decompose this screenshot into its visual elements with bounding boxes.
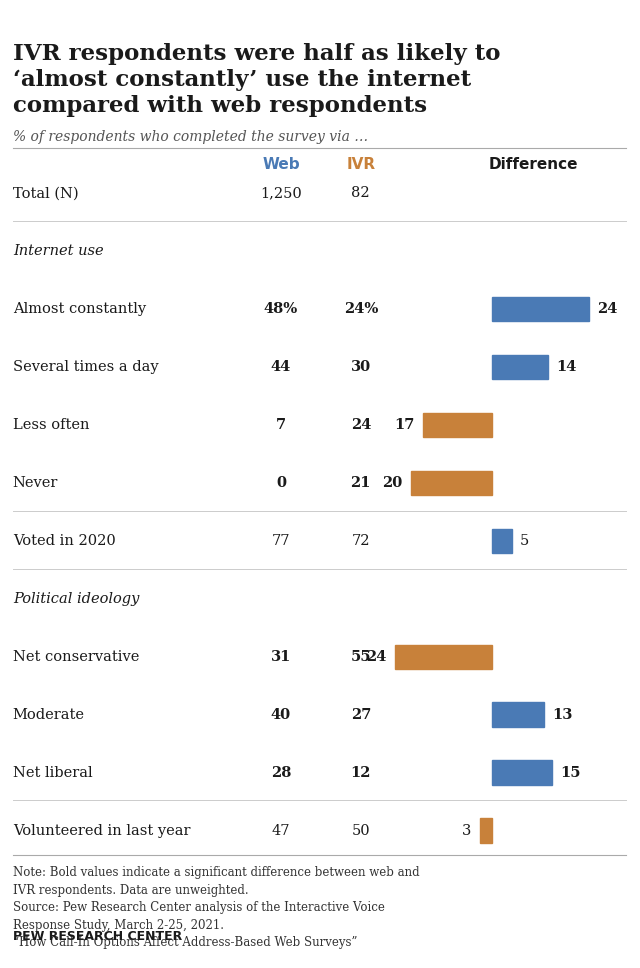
Text: 31: 31 (271, 650, 291, 664)
Text: 20: 20 (382, 476, 403, 490)
Text: 17: 17 (394, 418, 415, 432)
Bar (492, 355, 548, 379)
Text: 44: 44 (271, 360, 291, 374)
Text: 5: 5 (520, 534, 529, 548)
Text: 82: 82 (351, 187, 370, 200)
Text: 40: 40 (271, 708, 291, 722)
Text: 55: 55 (351, 650, 371, 664)
Bar (492, 703, 544, 727)
Text: 13: 13 (552, 708, 573, 722)
Bar (492, 529, 512, 553)
Text: Political ideology: Political ideology (13, 591, 139, 606)
Text: Voted in 2020: Voted in 2020 (13, 534, 116, 548)
Text: Volunteered in last year: Volunteered in last year (13, 824, 190, 837)
Text: 77: 77 (272, 534, 290, 548)
Bar (492, 297, 589, 321)
Text: Total (N): Total (N) (13, 187, 78, 200)
Text: 3: 3 (462, 824, 471, 837)
Text: Note: Bold values indicate a significant difference between web and
IVR responde: Note: Bold values indicate a significant… (13, 866, 419, 950)
Text: 0: 0 (276, 476, 286, 490)
Text: 24: 24 (366, 650, 387, 664)
Text: Several times a day: Several times a day (13, 360, 158, 374)
Text: Web: Web (262, 157, 300, 172)
Text: 24%: 24% (344, 302, 378, 317)
Text: Net conservative: Net conservative (13, 650, 139, 664)
Text: Never: Never (13, 476, 58, 490)
Bar (395, 645, 492, 669)
Text: 47: 47 (272, 824, 290, 837)
Text: Internet use: Internet use (13, 244, 104, 258)
Text: Almost constantly: Almost constantly (13, 302, 146, 317)
Text: 21: 21 (351, 476, 371, 490)
Bar (492, 761, 552, 785)
Text: IVR respondents were half as likely to
‘almost constantly’ use the internet
comp: IVR respondents were half as likely to ‘… (13, 43, 500, 117)
Bar (411, 470, 492, 495)
Text: 30: 30 (351, 360, 371, 374)
Text: 12: 12 (351, 766, 371, 779)
Text: 48%: 48% (264, 302, 298, 317)
Text: PEW RESEARCH CENTER: PEW RESEARCH CENTER (13, 930, 182, 943)
Bar (479, 818, 492, 843)
Text: % of respondents who completed the survey via …: % of respondents who completed the surve… (13, 131, 368, 144)
Text: 28: 28 (271, 766, 291, 779)
Text: 50: 50 (351, 824, 370, 837)
Text: 7: 7 (276, 418, 286, 432)
Text: Net liberal: Net liberal (13, 766, 92, 779)
Text: 24: 24 (597, 302, 618, 317)
Text: 14: 14 (557, 360, 577, 374)
Bar (423, 413, 492, 438)
Text: IVR: IVR (346, 157, 376, 172)
Text: Less often: Less often (13, 418, 89, 432)
Text: 1,250: 1,250 (260, 187, 302, 200)
Text: Moderate: Moderate (13, 708, 84, 722)
Text: 27: 27 (351, 708, 371, 722)
Text: 15: 15 (561, 766, 581, 779)
Text: 24: 24 (351, 418, 371, 432)
Text: 72: 72 (351, 534, 370, 548)
Text: Difference: Difference (488, 157, 578, 172)
